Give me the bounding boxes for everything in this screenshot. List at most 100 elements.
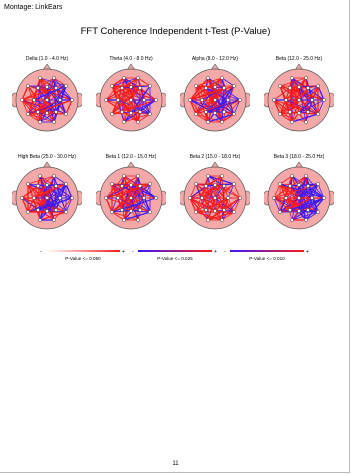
head-map-panel: High Beta (25.0 - 30.0 Hz) [6, 154, 88, 234]
electrode [206, 174, 210, 178]
coherence-line [214, 197, 225, 211]
coherence-line [298, 99, 313, 114]
electrode [194, 210, 198, 214]
coherence-line [279, 99, 287, 115]
electrode [138, 184, 142, 188]
coherence-line [305, 211, 319, 221]
electrode [129, 111, 133, 115]
legend-bar [230, 250, 304, 252]
electrode [200, 196, 204, 200]
electrode [304, 120, 308, 124]
electrode [38, 218, 42, 222]
electrode [26, 210, 30, 214]
coherence-line [123, 113, 151, 123]
coherence-line [207, 113, 235, 123]
coherence-line [189, 99, 235, 115]
coherence-line [195, 86, 216, 115]
electrode [120, 208, 124, 212]
coherence-line [117, 185, 123, 199]
head-map [264, 162, 334, 230]
electrode [58, 98, 62, 102]
electrode [232, 210, 236, 214]
coherence-line [130, 99, 151, 115]
coherence-line [221, 211, 235, 221]
legend-scale: - + P-Value <= 0.050 [38, 247, 128, 267]
electrode [194, 112, 198, 116]
coherence-line [214, 185, 225, 199]
electrode [104, 98, 108, 102]
coherence-line [298, 99, 319, 115]
legend-plus: + [306, 249, 309, 255]
coherence-line [189, 197, 209, 221]
electrode [222, 208, 226, 212]
coherence-line [305, 197, 325, 221]
electrode [36, 86, 40, 90]
coherence-line [117, 87, 123, 101]
coherence-line [207, 211, 235, 221]
coherence-line [214, 99, 241, 114]
electrode [278, 182, 282, 186]
coherence-line [21, 99, 29, 115]
coherence-line [139, 185, 157, 199]
electrode [220, 174, 224, 178]
electrode [52, 76, 56, 80]
coherence-line [195, 99, 203, 115]
head-map-panel: Alpha (8.0 - 12.0 Hz) [174, 56, 256, 136]
electrode [32, 98, 36, 102]
legend-label: P-Value <= 0.010 [249, 256, 285, 261]
electrode [310, 98, 314, 102]
coherence-line [201, 185, 225, 199]
coherence-line [221, 113, 235, 123]
electrode [200, 98, 204, 102]
coherence-line [195, 183, 209, 221]
electrode [322, 98, 326, 102]
coherence-line [130, 112, 139, 123]
coherence-line [291, 210, 300, 221]
coherence-line [195, 113, 209, 123]
electrode [38, 120, 42, 124]
electrode [52, 120, 56, 124]
coherence-line [298, 99, 325, 114]
coherence-line [273, 197, 291, 211]
band-label: Theta (4.0 - 8.0 Hz) [109, 56, 153, 62]
coherence-line [46, 99, 55, 123]
electrode [213, 196, 217, 200]
coherence-line [289, 111, 319, 115]
band-label: Delta (1.0 - 4.0 Hz) [25, 56, 69, 62]
coherence-line [37, 111, 55, 123]
coherence-line [195, 87, 225, 115]
coherence-line [111, 211, 125, 221]
coherence-line [273, 99, 293, 123]
coherence-line [105, 77, 125, 101]
electrode [288, 208, 292, 212]
coherence-line [291, 113, 319, 123]
electrode [206, 120, 210, 124]
electrode [64, 112, 68, 116]
coherence-line [273, 183, 319, 199]
coherence-line [123, 99, 132, 123]
coherence-line [221, 77, 235, 87]
electrode [316, 84, 320, 88]
coherence-line [33, 184, 48, 199]
coherence-line [227, 99, 235, 115]
coherence-line [59, 99, 67, 115]
electrode [306, 86, 310, 90]
coherence-line [53, 197, 73, 221]
coherence-line [298, 85, 319, 101]
coherence-line [27, 197, 35, 213]
legend-minus: - [40, 249, 42, 255]
coherence-line [27, 197, 61, 213]
legend-label: P-Value <= 0.025 [157, 256, 193, 261]
coherence-line [139, 87, 157, 101]
electrode [290, 174, 294, 178]
coherence-line [307, 185, 313, 199]
electrode [220, 76, 224, 80]
coherence-line [223, 185, 241, 199]
electrode [222, 110, 226, 114]
coherence-line [143, 197, 151, 213]
coherence-line [233, 99, 241, 115]
electrode [122, 120, 126, 124]
coherence-line [285, 175, 307, 199]
coherence-line [205, 183, 235, 211]
